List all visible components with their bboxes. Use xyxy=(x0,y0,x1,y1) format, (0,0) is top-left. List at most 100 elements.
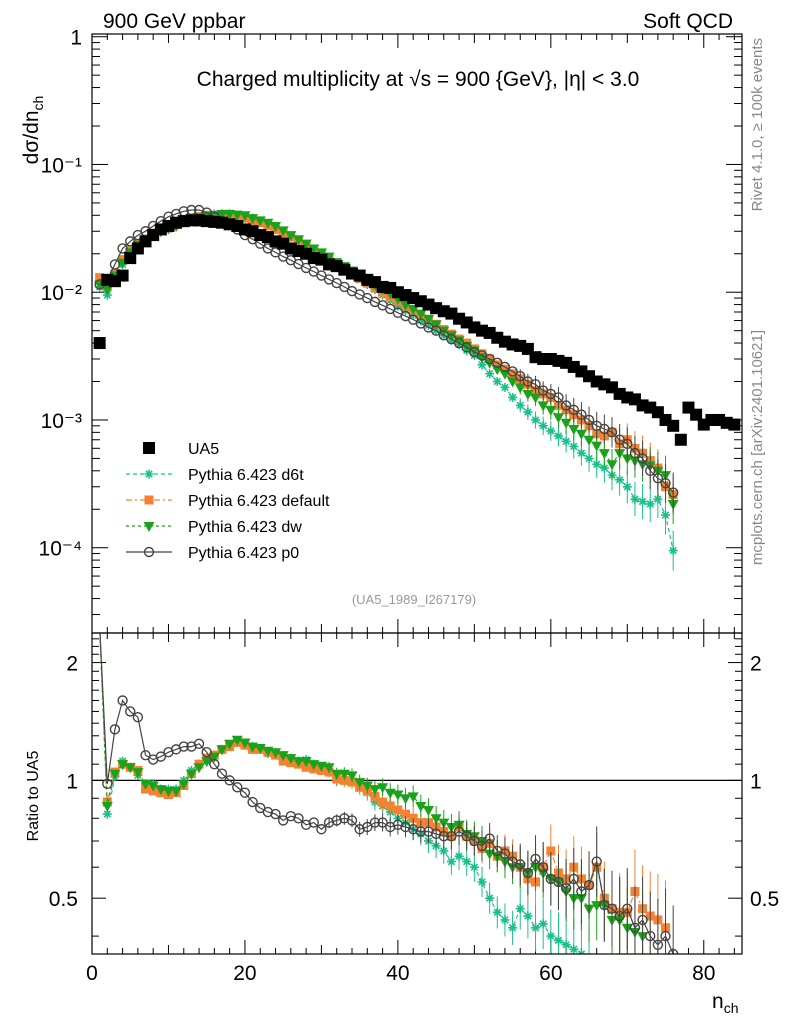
ratio-point-p0 xyxy=(209,758,220,770)
data-point-p0 xyxy=(270,247,281,258)
ratio-point-dw xyxy=(323,763,335,774)
ratio-point-dw xyxy=(208,752,220,763)
data-point-dw xyxy=(270,221,282,232)
ratio-point-dw xyxy=(377,783,389,794)
ratio-point-d6t xyxy=(462,857,472,867)
ratio-point-dw xyxy=(254,743,266,754)
data-point-default xyxy=(492,360,502,370)
ratio-point-p0 xyxy=(392,819,404,830)
ratio-point-dw xyxy=(178,779,190,790)
ratio-point-p0 xyxy=(537,861,549,873)
ratio-point-dw xyxy=(400,794,412,805)
series-dw xyxy=(94,209,679,525)
ratio-point-p0 xyxy=(576,886,587,897)
data-point-p0 xyxy=(553,392,564,403)
legend-marker xyxy=(143,522,155,532)
svg-text:Ratio to UA5: Ratio to UA5 xyxy=(25,751,42,842)
ratio-point-p0 xyxy=(614,910,625,922)
data-point-ua5 xyxy=(315,253,328,266)
ratio-point-p0 xyxy=(667,948,679,954)
main-ytick-label: 1 xyxy=(70,27,82,50)
ratio-point-d6t xyxy=(531,923,541,933)
ratio-point-dw xyxy=(147,781,159,792)
xtick-label: 60 xyxy=(539,962,562,985)
ratio-point-p0 xyxy=(331,815,342,826)
series-line-p0 xyxy=(99,209,674,493)
xlabel: nch xyxy=(712,990,738,1016)
ratio-point-default xyxy=(408,813,418,823)
data-point-p0 xyxy=(606,427,618,438)
ratio-point-p0 xyxy=(568,873,579,885)
ratio-series-d6t xyxy=(99,633,590,954)
data-point-d6t xyxy=(423,320,433,330)
ratio-point-p0 xyxy=(316,824,327,835)
data-point-dw xyxy=(224,209,236,220)
data-point-dw xyxy=(537,401,549,412)
data-point-default xyxy=(95,273,105,283)
ratio-series-default xyxy=(99,633,671,954)
data-point-p0 xyxy=(109,259,121,270)
data-point-d6t xyxy=(668,546,678,556)
ratio-point-default xyxy=(546,846,556,856)
legend-label: Pythia 6.423 p0 xyxy=(188,545,299,562)
data-point-d6t xyxy=(393,301,403,311)
ratio-point-p0 xyxy=(201,747,212,758)
ratio-point-p0 xyxy=(232,782,243,793)
legend-item-dw: Pythia 6.423 dw xyxy=(126,519,302,536)
data-point-p0 xyxy=(660,477,671,489)
ratio-point-p0 xyxy=(377,817,388,828)
ratio-point-p0 xyxy=(438,830,449,842)
ratio-point-p0 xyxy=(622,903,633,914)
analysis-tag: (UA5_1989_I267179) xyxy=(352,592,476,607)
data-point-dw xyxy=(591,441,603,452)
ratio-point-dw xyxy=(415,801,427,812)
ratio-panel: 0.5 0.5 1 1 2 2 0 20 40 60 80 xyxy=(49,632,779,985)
ratio-point-d6t xyxy=(523,911,533,921)
ratio-point-d6t xyxy=(454,851,464,861)
ratio-point-dw xyxy=(162,786,174,797)
ratio-ytick-label-right: 0.5 xyxy=(750,888,779,911)
legend-marker xyxy=(144,495,154,505)
data-point-d6t xyxy=(576,448,586,458)
ratio-point-d6t xyxy=(515,904,525,914)
ratio-point-dw xyxy=(216,745,228,756)
ratio-point-d6t xyxy=(485,893,495,903)
ratio-point-dw xyxy=(285,754,297,765)
main-frame xyxy=(91,33,743,634)
ratio-point-d6t xyxy=(569,944,579,954)
ratio-ylabel: Ratio to UA5 xyxy=(25,751,42,842)
main-ylabel: dσ/dnch xyxy=(20,96,46,165)
data-point-ua5 xyxy=(116,269,129,282)
ratio-point-dw xyxy=(346,771,358,782)
ratio-point-p0 xyxy=(270,808,281,820)
ratio-point-default xyxy=(378,797,388,807)
data-point-dw xyxy=(262,218,274,229)
ratio-point-p0 xyxy=(453,826,465,837)
data-point-p0 xyxy=(568,404,579,416)
legend-label: Pythia 6.423 default xyxy=(188,493,330,510)
data-point-dw xyxy=(598,449,610,460)
ratio-point-default xyxy=(401,809,411,819)
ratio-point-d6t xyxy=(561,940,571,950)
data-point-ua5 xyxy=(124,252,137,265)
ratio-point-p0 xyxy=(300,819,312,830)
data-point-dw xyxy=(522,389,534,400)
ratio-point-p0 xyxy=(339,813,350,824)
ratio-point-p0 xyxy=(285,810,297,822)
ratio-series-p0 xyxy=(99,633,679,954)
data-point-p0 xyxy=(576,409,587,420)
data-point-dw xyxy=(292,235,304,246)
rivet-label: Rivet 4.1.0, ≥ 100k events xyxy=(749,38,766,211)
ratio-point-p0 xyxy=(354,824,365,835)
ratio-point-d6t xyxy=(102,809,112,819)
data-point-dw xyxy=(560,418,572,429)
ratio-point-default xyxy=(385,801,395,811)
ratio-point-default xyxy=(393,805,403,815)
ratio-point-p0 xyxy=(415,826,427,837)
data-point-p0 xyxy=(637,453,648,464)
ratio-point-p0 xyxy=(522,867,534,879)
ratio-ytick-label: 2 xyxy=(66,653,78,676)
ratio-point-dw xyxy=(170,786,182,797)
ratio-point-dw xyxy=(193,763,205,774)
